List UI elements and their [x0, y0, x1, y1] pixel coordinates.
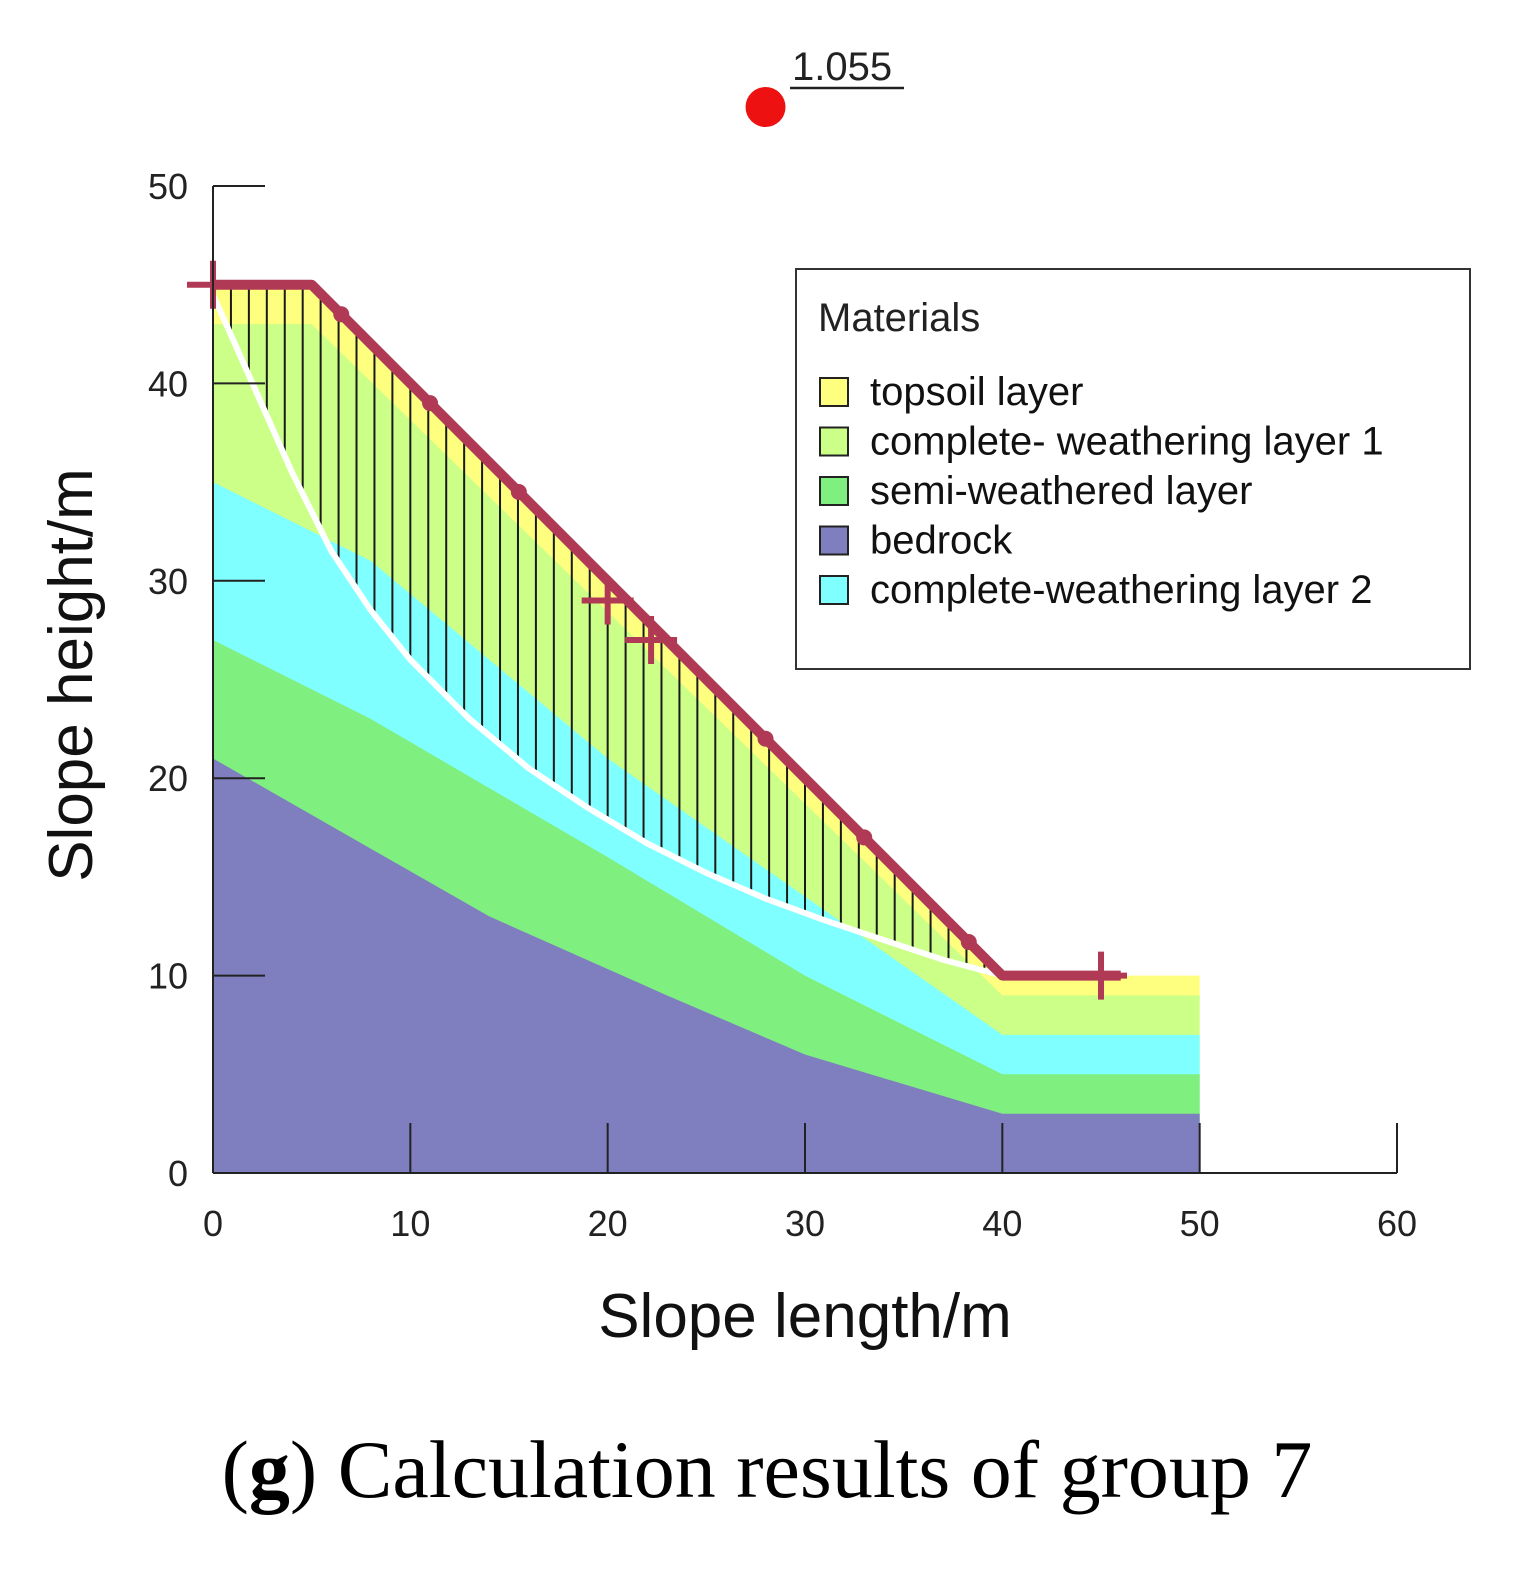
- x-tick-label: 0: [203, 1203, 223, 1244]
- y-tick-label: 20: [148, 758, 188, 799]
- surface-node: [422, 395, 439, 412]
- surface-node: [960, 934, 977, 951]
- slip-circle-center: [745, 87, 786, 128]
- axes: 0 10 20 30 40 50 0 10 20 30 40 50 60: [148, 166, 1417, 1244]
- x-tick-label: 20: [588, 1203, 628, 1244]
- x-axis-title: Slope length/m: [598, 1282, 1012, 1351]
- caption-text: Calculation results of group 7: [338, 1424, 1313, 1515]
- caption-paren-close: ): [290, 1424, 338, 1515]
- y-tick-label: 50: [148, 166, 188, 207]
- surface-node-dots: [333, 306, 977, 951]
- legend-label: complete-weathering layer 2: [870, 568, 1372, 612]
- surface-node: [333, 306, 350, 323]
- legend-swatch: [819, 426, 849, 457]
- factor-of-safety-label: 1.055: [792, 45, 892, 89]
- x-tick-label: 50: [1180, 1203, 1220, 1244]
- slice-lines: [229, 284, 986, 971]
- legend-swatch: [819, 575, 849, 605]
- ground-surface-line: [213, 279, 1121, 981]
- x-tick-label: 60: [1377, 1203, 1417, 1244]
- caption-label: g: [249, 1424, 290, 1515]
- surface-node: [856, 829, 873, 846]
- legend-label: topsoil layer: [870, 370, 1083, 414]
- y-tick-label: 10: [148, 956, 188, 997]
- layer-5: [213, 758, 1200, 1173]
- legend-label: complete- weathering layer 1: [870, 420, 1384, 464]
- legend-frame: [795, 268, 1471, 670]
- x-tick-label: 10: [390, 1203, 430, 1244]
- legend-title: Materials: [818, 296, 980, 340]
- materials-legend: Materials topsoil layer complete- weather…: [795, 268, 1471, 670]
- legend-swatch: [819, 476, 849, 506]
- critical-slip-surface: [210, 293, 1004, 979]
- legend-label: semi-weathered layer: [870, 469, 1252, 513]
- x-tick-label: 30: [785, 1203, 825, 1244]
- y-tick-label: 40: [148, 363, 188, 404]
- y-axis-title: Slope height/m: [37, 468, 106, 882]
- caption-paren-open: (: [222, 1424, 249, 1515]
- x-tick-label: 40: [982, 1203, 1022, 1244]
- figure-caption: (g) Calculation results of group 7: [222, 1424, 1313, 1515]
- surface-node: [510, 483, 527, 500]
- legend-swatch: [819, 377, 849, 407]
- legend-swatch: [819, 525, 849, 556]
- y-tick-label: 0: [168, 1153, 188, 1194]
- surface-node: [757, 730, 774, 747]
- legend-label: bedrock: [870, 519, 1013, 563]
- y-tick-label: 30: [148, 561, 188, 602]
